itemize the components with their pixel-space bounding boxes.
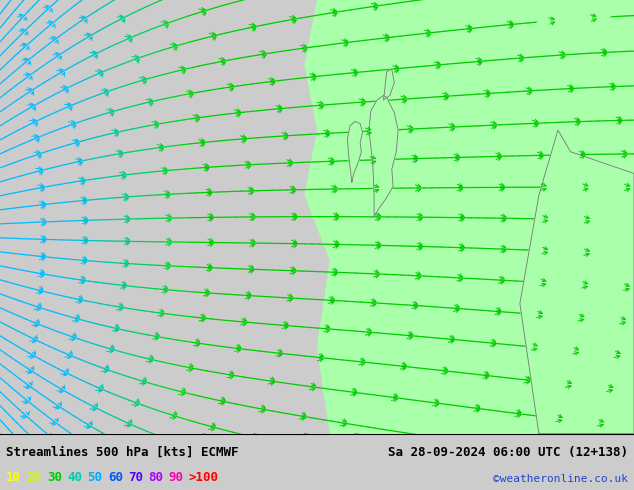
Polygon shape: [304, 0, 634, 434]
Text: 30: 30: [47, 471, 62, 484]
Text: Streamlines 500 hPa [kts] ECMWF: Streamlines 500 hPa [kts] ECMWF: [6, 446, 239, 459]
Text: >100: >100: [189, 471, 219, 484]
Polygon shape: [384, 70, 394, 100]
Text: 90: 90: [169, 471, 184, 484]
Text: Sa 28-09-2024 06:00 UTC (12+138): Sa 28-09-2024 06:00 UTC (12+138): [387, 446, 628, 459]
Polygon shape: [347, 122, 363, 182]
Text: 60: 60: [108, 471, 123, 484]
Text: 70: 70: [128, 471, 143, 484]
Text: ©weatheronline.co.uk: ©weatheronline.co.uk: [493, 474, 628, 484]
Text: 50: 50: [87, 471, 103, 484]
Polygon shape: [520, 130, 634, 434]
Polygon shape: [369, 96, 398, 217]
Text: 40: 40: [67, 471, 82, 484]
Text: 20: 20: [27, 471, 42, 484]
Text: 10: 10: [6, 471, 22, 484]
Polygon shape: [507, 0, 634, 52]
Text: 80: 80: [148, 471, 164, 484]
